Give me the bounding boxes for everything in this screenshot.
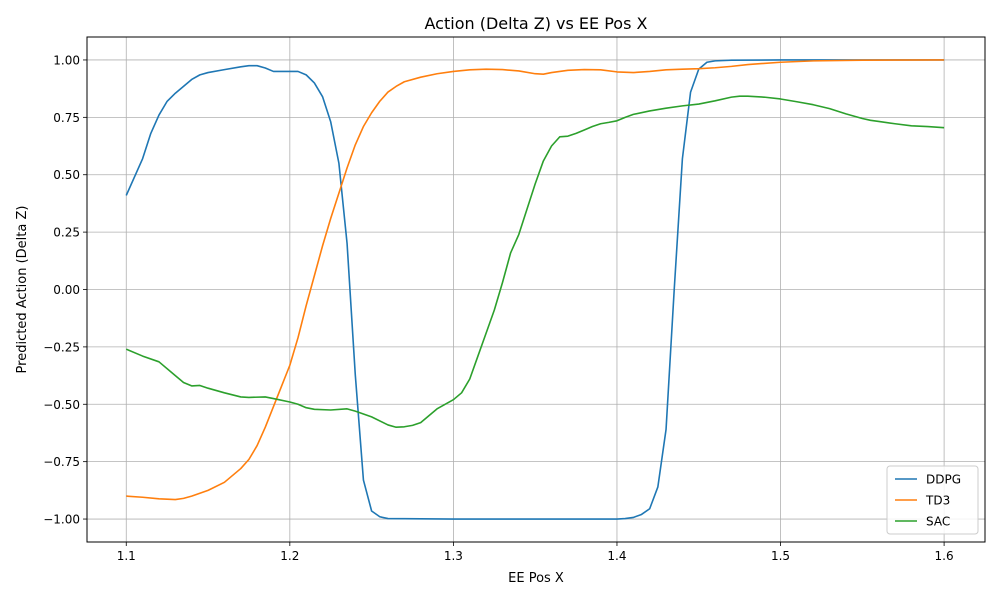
x-tick-label: 1.6 [935,549,954,563]
y-tick-label: −0.25 [43,340,80,354]
x-tick-label: 1.4 [607,549,626,563]
grid-layer [87,37,985,542]
y-tick-label: 0.00 [53,283,80,297]
legend-label-ddpg: DDPG [926,473,961,487]
y-tick-label: 0.25 [53,226,80,240]
y-tick-label: −0.50 [43,398,80,412]
series-line-td3 [126,59,945,501]
y-tick-label: 0.50 [53,168,80,182]
y-axis-label: Predicted Action (Delta Z) [15,206,30,374]
x-tick-label: 1.2 [280,549,299,563]
series-line-ddpg [125,59,945,520]
axis-layer: 1.1 1.2 1.3 1.4 1.5 1.6 −1.00 −0.75 −0.50 −0.25 0.… [43,53,953,563]
legend-box [886,465,979,535]
x-tick-label: 1.1 [117,549,136,563]
y-tick-label: −0.75 [43,455,80,469]
x-tick-label: 1.3 [444,549,463,563]
legend-label-sac: SAC [926,515,950,529]
series-line-sac [125,95,945,429]
y-tick-label: 1.00 [53,53,80,67]
y-tick-label: −1.00 [43,513,80,527]
series-layer [125,59,945,520]
x-tick-label: 1.5 [771,549,790,563]
legend: DDPG TD3 SAC [886,465,979,535]
chart-title: Action (Delta Z) vs EE Pos X [425,14,648,33]
legend-label-td3: TD3 [925,494,950,508]
x-axis-label: EE Pos X [508,571,564,586]
y-tick-label: 0.75 [53,111,80,125]
